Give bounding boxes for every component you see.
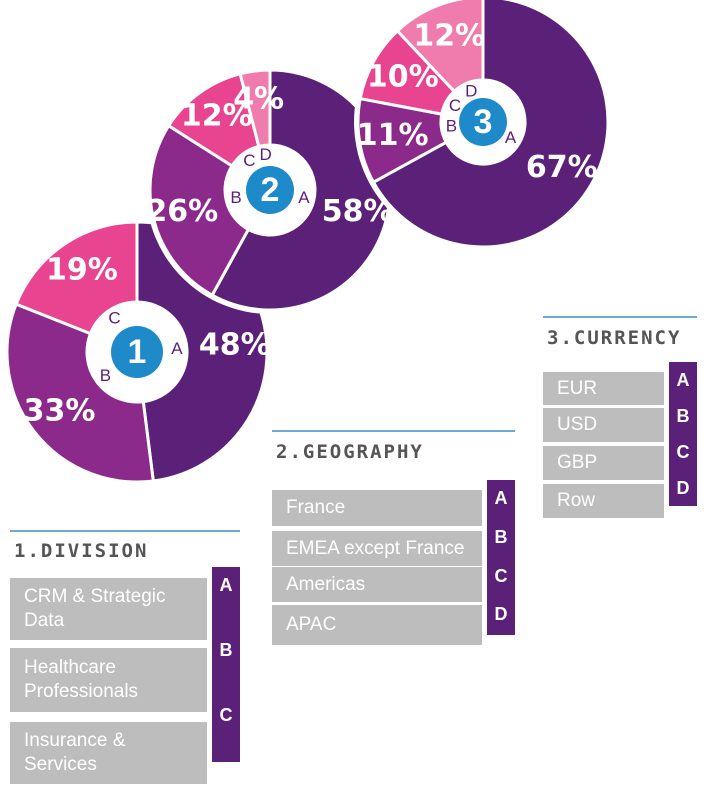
title-rule bbox=[272, 430, 515, 432]
legend-letter: C bbox=[219, 705, 233, 725]
legend-row: EMEA except France bbox=[272, 531, 482, 566]
segment-letter: B bbox=[230, 188, 241, 207]
legend-row: Healthcare Professionals bbox=[10, 648, 207, 712]
value-label: 12% bbox=[413, 18, 485, 53]
value-label: 33% bbox=[24, 394, 96, 429]
legend-row: France bbox=[272, 490, 482, 526]
segment-letter: C bbox=[108, 308, 120, 327]
donut-segment bbox=[238, 68, 272, 149]
segment-letter: B bbox=[446, 116, 457, 135]
donut: 67% A 11% B 10% C 12% D 3 bbox=[354, 0, 612, 251]
donut-segment bbox=[371, 0, 610, 249]
segment-letter: A bbox=[298, 188, 310, 207]
legend-row: APAC bbox=[272, 605, 482, 645]
value-label: 12% bbox=[181, 98, 253, 133]
legend-row: CRM & Strategic Data bbox=[10, 578, 207, 640]
segment-letter: A bbox=[171, 339, 183, 358]
legend-letter: B bbox=[494, 526, 508, 547]
legend-letter: B bbox=[219, 640, 233, 660]
segment-letter: A bbox=[505, 128, 517, 147]
legend-letter: C bbox=[494, 565, 508, 586]
legend-letter: B bbox=[676, 406, 690, 426]
legend-letter: C bbox=[676, 442, 690, 462]
legend-title: 3.CURRENCY bbox=[547, 327, 682, 349]
badge-circle bbox=[246, 166, 294, 214]
segment-letter: B bbox=[100, 366, 111, 385]
value-label: 4% bbox=[233, 82, 284, 117]
legend-row: Row bbox=[543, 484, 664, 518]
badge-number: 3 bbox=[474, 103, 493, 141]
legend-row: USD bbox=[543, 408, 664, 442]
badge-number: 2 bbox=[261, 171, 280, 209]
value-label: 10% bbox=[367, 59, 439, 94]
legend-letter: A bbox=[494, 488, 508, 508]
legend-row: Insurance & Services bbox=[10, 722, 207, 784]
donut-segment bbox=[5, 302, 155, 484]
segment-letter: C bbox=[243, 151, 255, 170]
value-label: 48% bbox=[199, 327, 271, 362]
legend-row: GBP bbox=[543, 446, 664, 480]
title-rule bbox=[543, 316, 697, 318]
legend-letter: A bbox=[676, 370, 690, 390]
badge-number: 1 bbox=[128, 333, 147, 371]
donut-segment bbox=[14, 220, 139, 336]
value-label: 19% bbox=[46, 252, 118, 287]
donut-segment bbox=[395, 0, 485, 94]
legend-title: 1.DIVISION bbox=[14, 540, 149, 562]
badge-circle bbox=[459, 98, 507, 146]
badge-circle bbox=[111, 326, 163, 378]
title-rule bbox=[10, 530, 240, 532]
legend-row: Americas bbox=[272, 567, 482, 602]
value-label: 67% bbox=[526, 150, 598, 185]
legend-letter: D bbox=[676, 478, 690, 498]
value-label: 26% bbox=[146, 194, 218, 229]
donut-segment bbox=[148, 123, 251, 298]
legend-row: EUR bbox=[543, 372, 664, 405]
legend-letter: A bbox=[219, 575, 233, 595]
donut: 58%A26% B12%C4%D2 bbox=[146, 66, 394, 314]
legend-letter: D bbox=[494, 604, 508, 625]
segment-letter: D bbox=[259, 145, 271, 164]
segment-letter: D bbox=[465, 82, 477, 101]
letter-column: A B C bbox=[212, 567, 240, 762]
legend-title: 2.GEOGRAPHY bbox=[276, 441, 424, 463]
value-label: 11% bbox=[357, 118, 429, 153]
segment-letter: C bbox=[449, 96, 461, 115]
